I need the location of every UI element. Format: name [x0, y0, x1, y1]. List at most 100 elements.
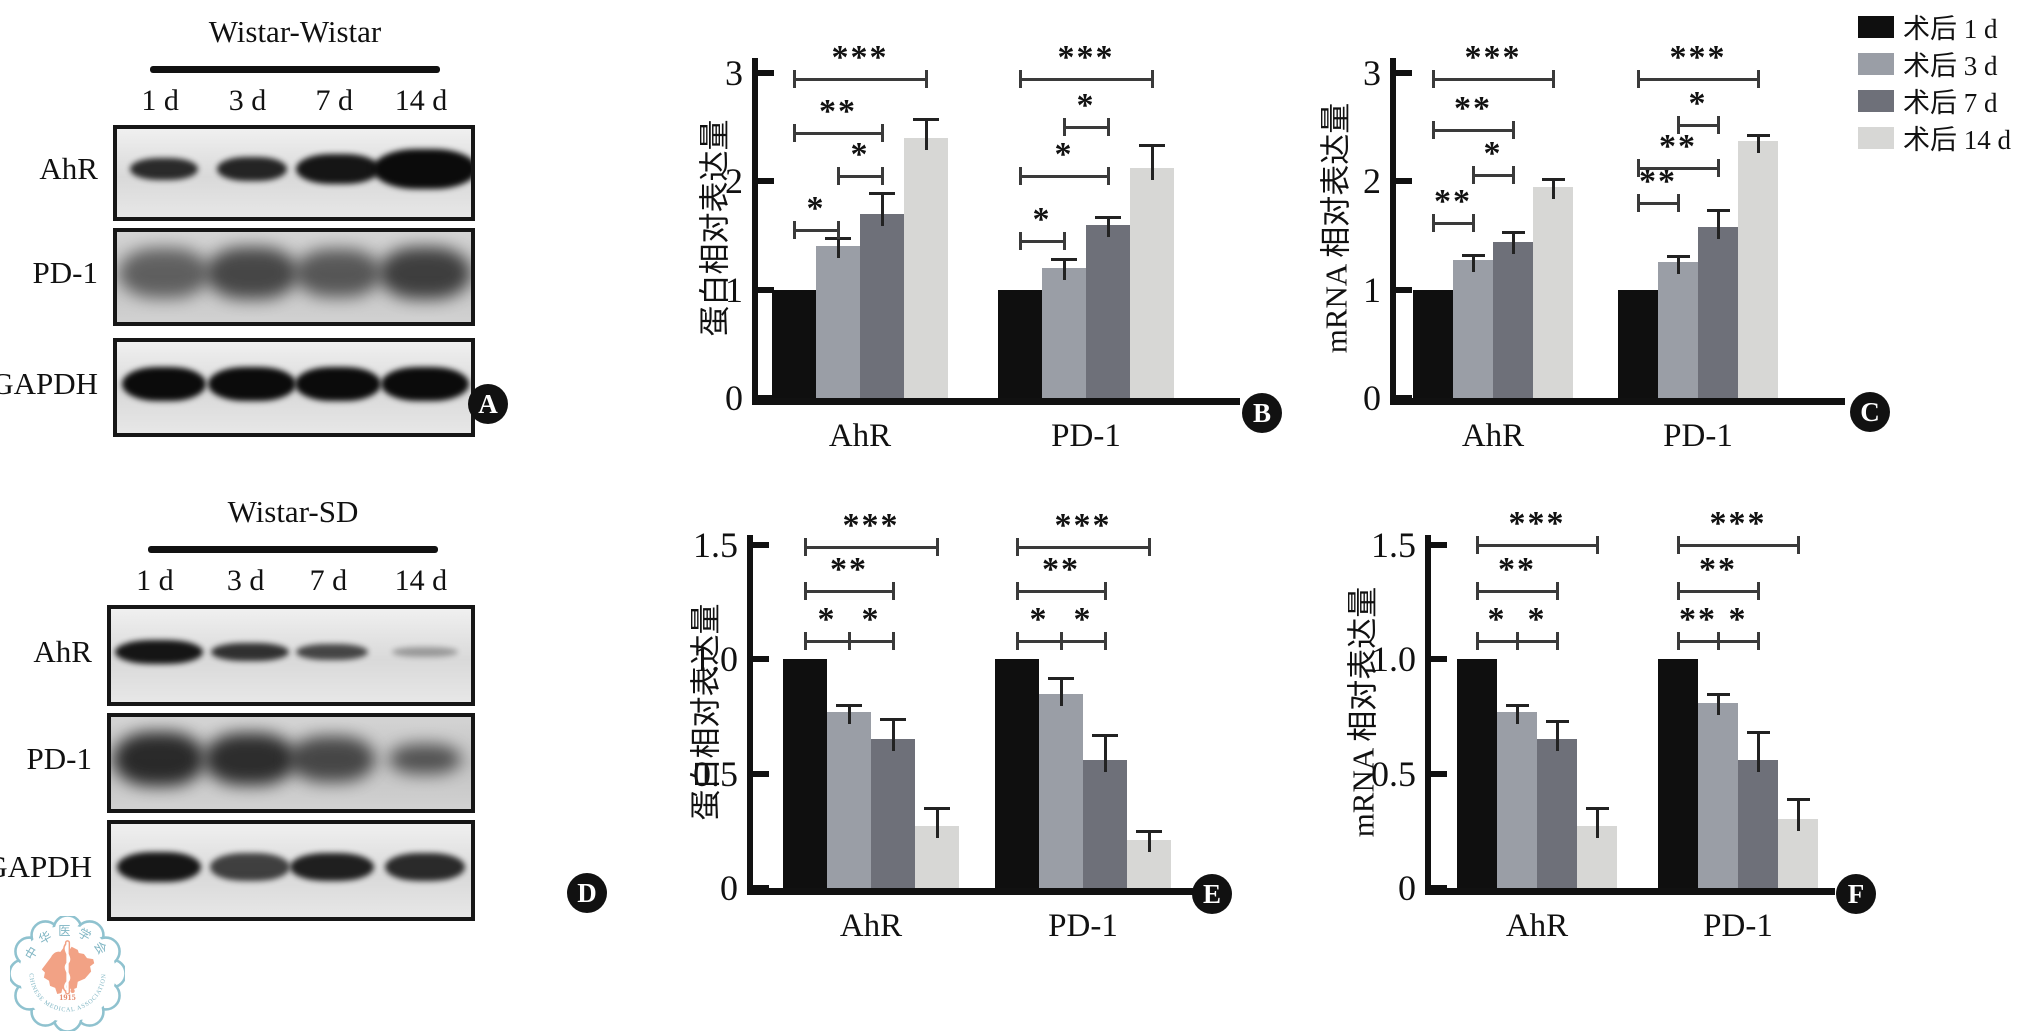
- significance-bracket: [1020, 77, 1152, 81]
- bar-PD-1-3: [1738, 759, 1778, 888]
- error-bar-cap: [1706, 208, 1730, 212]
- significance-bracket-cap: [1511, 165, 1515, 184]
- y-tick: [1431, 656, 1447, 663]
- y-tick-label: 0.5: [1371, 753, 1416, 794]
- significance-bracket-cap: [836, 166, 840, 185]
- bar-AhR-3: [1493, 242, 1533, 398]
- blot-band-lane4: [388, 744, 461, 775]
- significance-bracket-cap: [1796, 535, 1800, 554]
- legend-label-7d: 术后 7 d: [1903, 88, 1998, 118]
- blot-band-lane3: [296, 643, 369, 660]
- error-bar-cap: [1786, 797, 1810, 801]
- significance-bracket-cap: [1676, 632, 1680, 650]
- blot-band-lane1: [122, 366, 207, 401]
- significance-stars: *: [850, 135, 870, 173]
- error-bar-cap: [1048, 676, 1074, 680]
- bar-PD-1-4: [1738, 141, 1778, 398]
- error-bar-cap: [1139, 143, 1165, 147]
- significance-bracket-cap: [1676, 581, 1680, 600]
- error-bar-cap: [1541, 178, 1565, 182]
- significance-bracket: [1718, 640, 1758, 643]
- error-bar: [1150, 144, 1154, 181]
- significance-stars: ***: [842, 507, 900, 545]
- error-bar: [1471, 255, 1475, 273]
- significance-bracket: [805, 589, 893, 593]
- significance-stars: ***: [1057, 38, 1115, 76]
- significance-bracket-cap: [1471, 213, 1475, 232]
- legend-item-1d: 术后 1 d: [1858, 8, 2011, 45]
- significance-bracket-cap: [1147, 538, 1151, 557]
- significance-bracket-cap: [1015, 632, 1019, 650]
- significance-bracket-cap: [1716, 632, 1720, 650]
- y-axis: [752, 58, 758, 405]
- significance-bracket-cap: [1103, 581, 1107, 600]
- significance-bracket-cap: [935, 538, 939, 557]
- y-tick-label: 2: [725, 161, 743, 202]
- x-axis: [1425, 888, 1835, 895]
- bar-PD-1-2: [1698, 702, 1738, 888]
- significance-bracket: [1678, 124, 1718, 128]
- y-tick: [1431, 770, 1447, 777]
- blot-band-lane4: [378, 247, 471, 300]
- lane-label-1d: 1 d: [136, 564, 174, 597]
- significance-bracket: [849, 640, 893, 643]
- significance-bracket: [1433, 129, 1513, 133]
- bar-AhR-2: [816, 246, 860, 398]
- error-bar: [836, 237, 840, 259]
- bar-PD-1-3: [1086, 224, 1130, 398]
- bar-AhR-2: [1497, 711, 1537, 888]
- legend-item-7d: 术后 7 d: [1858, 82, 2011, 119]
- y-tick-label: 1.0: [1371, 639, 1416, 680]
- blot-band-lane2: [209, 852, 290, 881]
- blot-band-lane2: [205, 247, 298, 300]
- significance-bracket-cap: [1062, 118, 1066, 137]
- bar-AhR-1: [783, 659, 827, 888]
- y-tick-label: 3: [725, 53, 743, 94]
- significance-stars: *: [1728, 601, 1748, 638]
- blot-box-AhR: [113, 125, 475, 221]
- x-axis: [747, 888, 1195, 895]
- significance-bracket: [1477, 589, 1557, 593]
- blot-band-lane3: [296, 154, 381, 185]
- significance-bracket: [1477, 543, 1597, 547]
- significance-bracket-cap: [1150, 69, 1154, 88]
- legend-label-1d: 术后 1 d: [1903, 14, 1998, 44]
- lane-label-3d: 3 d: [226, 564, 265, 597]
- significance-bracket-cap: [1471, 165, 1475, 184]
- significance-stars: *: [806, 190, 826, 228]
- significance-bracket-cap: [1431, 213, 1435, 232]
- significance-bracket-cap: [1595, 535, 1599, 554]
- error-bar-cap: [1092, 733, 1118, 737]
- y-tick: [753, 885, 769, 891]
- x-category-label: AhR: [1461, 418, 1525, 454]
- significance-bracket: [1433, 77, 1553, 81]
- significance-bracket-cap: [1551, 69, 1555, 88]
- significance-bracket: [838, 174, 882, 178]
- significance-bracket-cap: [1018, 69, 1022, 88]
- logo-year: 1915: [59, 993, 75, 1002]
- y-tick-label: 1.5: [693, 524, 738, 565]
- error-bar-cap: [1095, 216, 1121, 220]
- significance-bracket: [1020, 239, 1064, 243]
- significance-bracket-cap: [1716, 159, 1720, 178]
- significance-bracket: [1020, 174, 1108, 178]
- significance-stars: *: [861, 601, 881, 638]
- significance-bracket: [794, 77, 926, 81]
- error-bar: [924, 118, 928, 151]
- error-bar: [1756, 134, 1760, 154]
- y-axis-title: 蛋白相对表达量: [688, 603, 724, 820]
- x-category-label: PD-1: [1663, 418, 1733, 454]
- significance-bracket: [1017, 546, 1149, 550]
- x-category-label: AhR: [1505, 908, 1569, 944]
- significance-stars: *: [1483, 134, 1503, 172]
- bar-AhR-2: [1453, 260, 1493, 398]
- significance-bracket-cap: [1756, 632, 1760, 650]
- error-bar-cap: [869, 192, 895, 196]
- significance-bracket-cap: [1756, 581, 1760, 600]
- significance-bracket: [1064, 126, 1108, 130]
- legend-swatch-1d: [1858, 15, 1894, 38]
- y-axis-title: 蛋白相对表达量: [697, 119, 733, 337]
- significance-bracket-cap: [891, 581, 895, 600]
- bar-AhR-4: [1577, 826, 1617, 888]
- y-tick: [1396, 178, 1412, 185]
